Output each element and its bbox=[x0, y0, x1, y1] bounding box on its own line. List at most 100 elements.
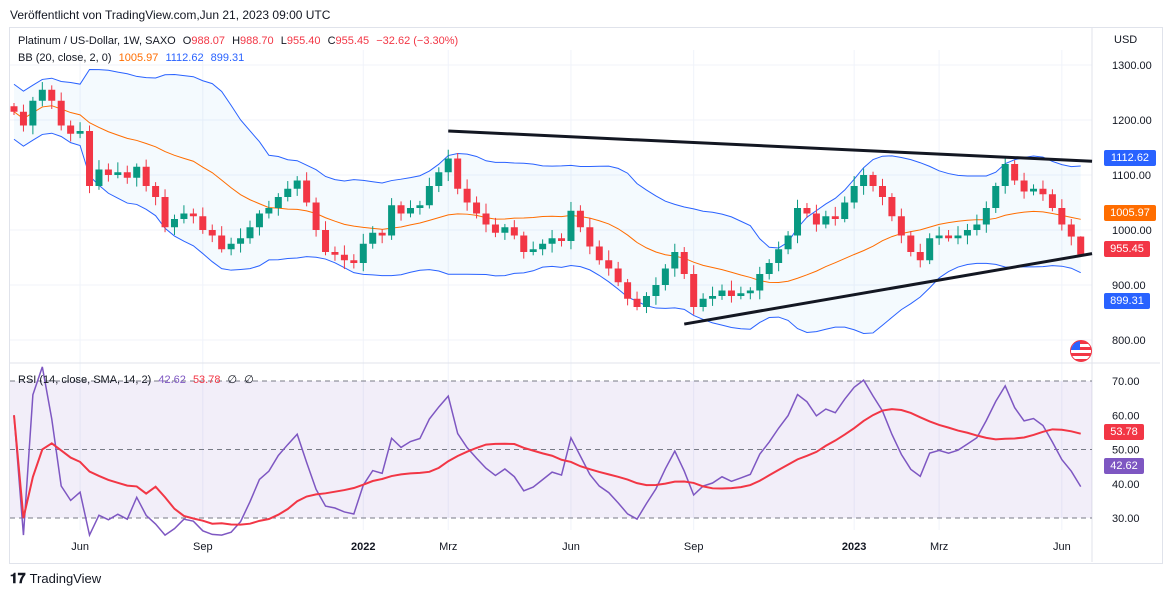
candle bbox=[699, 298, 707, 307]
candle bbox=[963, 230, 971, 236]
price-tick-label: 1000.00 bbox=[1112, 225, 1152, 237]
candle bbox=[661, 268, 669, 285]
open-label: O bbox=[182, 35, 192, 47]
candle bbox=[860, 175, 868, 186]
candle bbox=[19, 111, 27, 126]
candle bbox=[331, 252, 339, 255]
candle bbox=[642, 296, 650, 307]
candle bbox=[38, 89, 46, 101]
candle bbox=[1001, 164, 1009, 186]
candle bbox=[897, 216, 905, 236]
candle bbox=[246, 227, 254, 239]
rsi-label[interactable]: RSI (14, close, SMA, 14, 2) bbox=[18, 374, 152, 386]
last-price-tag: 955.45 bbox=[1104, 241, 1150, 257]
candle bbox=[850, 186, 858, 203]
candle bbox=[690, 274, 698, 307]
candle bbox=[161, 197, 169, 228]
candle bbox=[303, 180, 311, 203]
price-tick-label: 800.00 bbox=[1112, 335, 1146, 347]
rsi-tag: 42.62 bbox=[1104, 458, 1144, 474]
candle bbox=[293, 180, 301, 189]
candle bbox=[208, 230, 216, 236]
tradingview-logo-icon: 𝟏𝟕 bbox=[10, 570, 26, 586]
bb-label[interactable]: BB (20, close, 2, 0) bbox=[18, 52, 112, 64]
candle bbox=[48, 89, 56, 101]
price-tick-label: 1100.00 bbox=[1112, 170, 1151, 182]
candle bbox=[350, 260, 358, 263]
candle bbox=[57, 100, 65, 126]
candle bbox=[737, 293, 745, 296]
rsi-tick-label: 50.00 bbox=[1112, 445, 1140, 457]
candle bbox=[907, 235, 915, 252]
bb-lower-tag: 899.31 bbox=[1104, 293, 1150, 309]
candle bbox=[888, 197, 896, 217]
candle bbox=[954, 235, 962, 239]
candle bbox=[945, 235, 953, 239]
high-value: 988.70 bbox=[240, 35, 274, 47]
rsi-sma-value: 53.78 bbox=[192, 374, 221, 386]
candle bbox=[1020, 180, 1028, 192]
candle bbox=[142, 166, 150, 186]
candle bbox=[454, 158, 462, 189]
candle bbox=[463, 188, 471, 203]
candle bbox=[1011, 164, 1019, 181]
open-value: 988.07 bbox=[191, 35, 225, 47]
time-tick-label: Sep bbox=[193, 541, 213, 553]
candle bbox=[794, 208, 802, 236]
symbol-title[interactable]: Platinum / US-Dollar, 1W, SAXO bbox=[18, 35, 176, 47]
footer-brand[interactable]: TradingView bbox=[29, 571, 102, 586]
close-label: C bbox=[327, 35, 336, 47]
high-label: H bbox=[232, 35, 241, 47]
candle bbox=[29, 100, 37, 126]
bb-fill bbox=[14, 69, 1081, 334]
candle bbox=[614, 268, 622, 283]
rsi-sma-tag: 53.78 bbox=[1104, 424, 1144, 440]
candle bbox=[992, 186, 1000, 208]
candle bbox=[227, 243, 235, 250]
candle bbox=[1067, 224, 1075, 237]
time-tick-label: 2023 bbox=[842, 541, 866, 553]
bb-lower-value: 899.31 bbox=[210, 52, 245, 64]
candle bbox=[95, 169, 103, 186]
candle bbox=[567, 210, 575, 241]
candle bbox=[435, 172, 443, 186]
candle bbox=[520, 235, 528, 252]
candle bbox=[180, 213, 188, 219]
candle bbox=[123, 172, 131, 178]
candle bbox=[388, 205, 396, 236]
candle bbox=[822, 216, 830, 225]
candle bbox=[491, 224, 499, 233]
candle bbox=[869, 175, 877, 186]
bb-basis-tag: 1005.97 bbox=[1104, 205, 1156, 221]
candle bbox=[284, 188, 292, 197]
candle bbox=[152, 186, 160, 197]
candle bbox=[482, 213, 490, 225]
time-tick-label: Sep bbox=[684, 541, 704, 553]
us-flag-icon[interactable] bbox=[1070, 340, 1092, 362]
candle bbox=[529, 249, 537, 252]
candle bbox=[86, 131, 94, 186]
candle bbox=[727, 290, 735, 296]
time-tick-label: Jun bbox=[1053, 541, 1071, 553]
candle bbox=[425, 186, 433, 206]
candle bbox=[586, 227, 594, 247]
published-note: Veröffentlicht von TradingView.com,Jun 2… bbox=[10, 8, 331, 22]
chart-frame bbox=[9, 27, 1163, 564]
candle bbox=[416, 205, 424, 208]
candle bbox=[218, 235, 226, 250]
candle bbox=[322, 230, 330, 252]
time-tick-label: Jun bbox=[71, 541, 89, 553]
candle bbox=[841, 202, 849, 219]
bb-upper-value: 1112.62 bbox=[165, 52, 204, 64]
rsi-sma-line bbox=[13, 408, 1081, 526]
candle bbox=[359, 243, 367, 263]
symbol-legend: Platinum / US-Dollar, 1W, SAXO O988.07 H… bbox=[18, 35, 462, 47]
candle bbox=[756, 274, 764, 291]
candle bbox=[671, 252, 679, 269]
candle bbox=[916, 252, 924, 261]
candle bbox=[397, 205, 405, 214]
candle bbox=[718, 290, 726, 296]
price-tick-label: 900.00 bbox=[1112, 280, 1146, 292]
candle bbox=[199, 216, 207, 230]
